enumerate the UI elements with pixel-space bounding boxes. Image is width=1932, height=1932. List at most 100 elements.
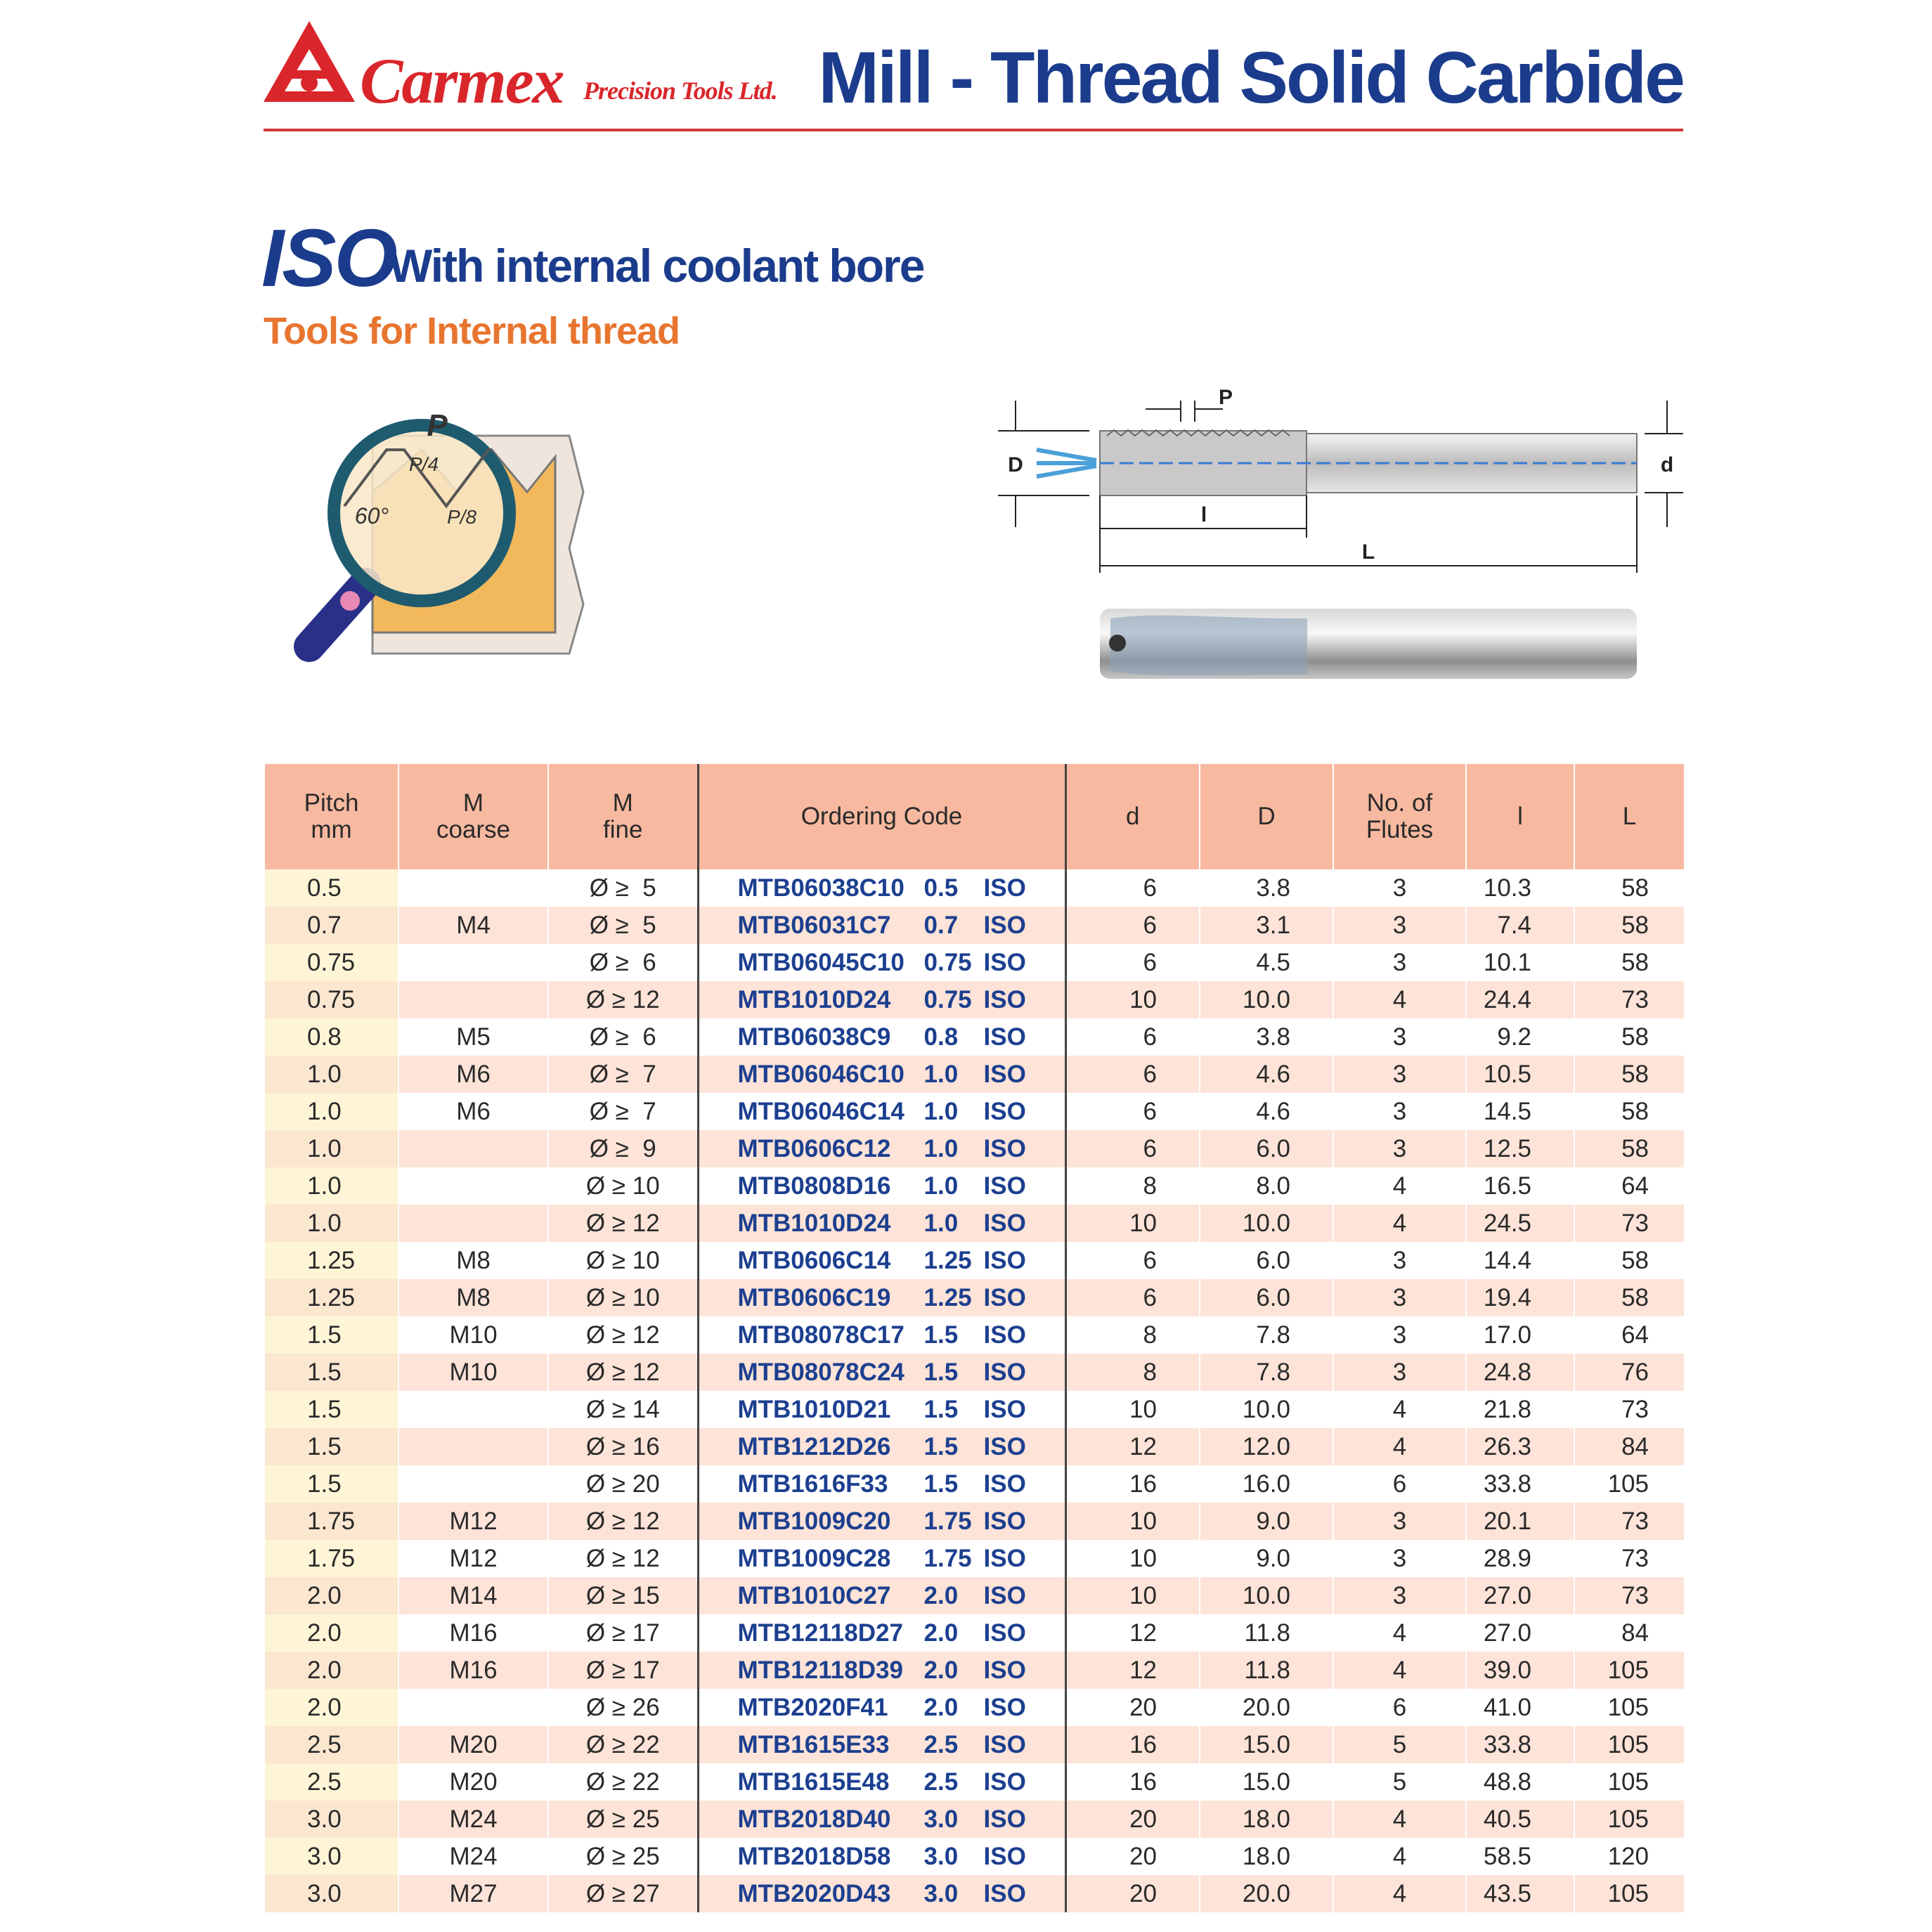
- l-cell: 40.5: [1465, 1801, 1574, 1838]
- tool-label: l: [1201, 503, 1207, 526]
- D-cell: 6.0: [1199, 1279, 1333, 1316]
- L-cell: 58: [1574, 1056, 1684, 1093]
- ordering-code-cell: MTB1212D26 1.5 ISO: [696, 1428, 1065, 1465]
- standard: ISO: [983, 1507, 1026, 1535]
- D-cell: 20.0: [1199, 1875, 1333, 1912]
- m-fine-cell: Ø ≥ 6: [547, 1018, 698, 1056]
- code-pitch: 1.5: [923, 1395, 959, 1423]
- l-cell: 48.8: [1465, 1763, 1574, 1801]
- d-cell: 16: [1064, 1465, 1200, 1503]
- ordering-code: MTB1010C27: [737, 1581, 891, 1609]
- D-cell: 11.8: [1199, 1652, 1333, 1689]
- m-fine-cell: Ø ≥ 27: [547, 1875, 698, 1912]
- l-cell: 33.8: [1465, 1726, 1574, 1763]
- d-cell: 10: [1064, 1391, 1200, 1428]
- standard: ISO: [983, 1805, 1026, 1833]
- m-coarse-cell: M5: [398, 1018, 548, 1056]
- ordering-code-cell: MTB2020F41 2.0 ISO: [696, 1689, 1065, 1726]
- pitch-cell: 0.75: [264, 944, 398, 981]
- table-row: 2.5 M20 Ø ≥ 22 MTB1615E33 2.5 ISO 16 15.0 5 33.8 1…: [264, 1726, 1684, 1763]
- d-cell: 6: [1064, 944, 1200, 981]
- m-coarse-cell: M24: [398, 1838, 548, 1875]
- standard: ISO: [983, 948, 1026, 976]
- table-body: 0.5 Ø ≥ 5 MTB06038C10 0.5 ISO 6 3.8 3 10.3 58 0.7 M…: [264, 869, 1684, 1912]
- l-cell: 27.0: [1465, 1577, 1574, 1614]
- flutes-cell: 4: [1333, 1428, 1466, 1465]
- L-cell: 58: [1574, 1018, 1684, 1056]
- standard: ISO: [983, 1060, 1026, 1088]
- illustrations: P P/4 60° P/8: [264, 21, 1683, 679]
- L-cell: 76: [1574, 1354, 1684, 1391]
- ordering-code: MTB06038C10: [737, 874, 905, 902]
- table-row: 1.0 M6 Ø ≥ 7 MTB06046C14 1.0 ISO 6 4.6 3 14.5 58: [264, 1093, 1684, 1130]
- code-pitch: 0.7: [923, 911, 959, 939]
- flutes-cell: 3: [1333, 1316, 1466, 1354]
- l-cell: 10.3: [1465, 869, 1574, 907]
- standard: ISO: [983, 1544, 1026, 1572]
- D-cell: 12.0: [1199, 1428, 1333, 1465]
- ordering-code-cell: MTB1615E48 2.5 ISO: [696, 1763, 1065, 1801]
- m-coarse-cell: M14: [398, 1577, 548, 1614]
- table-row: 3.0 M24 Ø ≥ 25 MTB2018D58 3.0 ISO 20 18.0 4 58.5 1…: [264, 1838, 1684, 1875]
- standard: ISO: [983, 1693, 1026, 1721]
- m-fine-cell: Ø ≥ 26: [547, 1689, 698, 1726]
- d-cell: 16: [1064, 1763, 1200, 1801]
- tool-label: L: [1362, 540, 1375, 564]
- d-cell: 6: [1064, 907, 1200, 944]
- l-cell: 16.5: [1465, 1167, 1574, 1205]
- m-coarse-cell: M6: [398, 1093, 548, 1130]
- ordering-code-cell: MTB06038C9 0.8 ISO: [696, 1018, 1065, 1056]
- m-coarse-cell: M10: [398, 1354, 548, 1391]
- flutes-cell: 4: [1333, 1614, 1466, 1652]
- D-cell: 9.0: [1199, 1540, 1333, 1577]
- D-cell: 7.8: [1199, 1354, 1333, 1391]
- d-cell: 10: [1064, 981, 1200, 1018]
- L-cell: 84: [1574, 1614, 1684, 1652]
- pitch-cell: 1.25: [264, 1279, 398, 1316]
- flutes-cell: 3: [1333, 1018, 1466, 1056]
- L-cell: 105: [1574, 1465, 1684, 1503]
- pitch-cell: 2.5: [264, 1763, 398, 1801]
- column-header: l: [1465, 764, 1574, 869]
- ordering-code-cell: MTB08078C24 1.5 ISO: [696, 1354, 1065, 1391]
- l-cell: 12.5: [1465, 1130, 1574, 1167]
- table-row: 1.25 M8 Ø ≥ 10 MTB0606C14 1.25 ISO 6 6.0 3 14.4 58: [264, 1242, 1684, 1279]
- table-row: 0.5 Ø ≥ 5 MTB06038C10 0.5 ISO 6 3.8 3 10.3 58: [264, 869, 1684, 907]
- thread-label: P/8: [447, 506, 476, 528]
- code-pitch: 3.0: [923, 1879, 959, 1907]
- L-cell: 58: [1574, 1093, 1684, 1130]
- brand: Carmex: [360, 45, 565, 117]
- code-pitch: 2.0: [923, 1693, 959, 1721]
- m-coarse-cell: [398, 869, 548, 907]
- ordering-code: MTB08078C24: [737, 1358, 905, 1386]
- m-coarse-cell: [398, 1167, 548, 1205]
- code-pitch: 1.5: [923, 1358, 959, 1386]
- m-coarse-cell: M24: [398, 1801, 548, 1838]
- flutes-cell: 4: [1333, 1205, 1466, 1242]
- L-cell: 73: [1574, 1391, 1684, 1428]
- m-coarse-cell: M20: [398, 1726, 548, 1763]
- column-header: Ordering Code: [696, 764, 1065, 869]
- d-cell: 8: [1064, 1354, 1200, 1391]
- column-header: M fine: [547, 764, 698, 869]
- d-cell: 20: [1064, 1801, 1200, 1838]
- ordering-code: MTB06046C10: [737, 1060, 905, 1088]
- m-fine-cell: Ø ≥ 20: [547, 1465, 698, 1503]
- table-row: 1.0 Ø ≥ 12 MTB1010D24 1.0 ISO 10 10.0 4 24.5 73: [264, 1205, 1684, 1242]
- ordering-code-cell: MTB06031C7 0.7 ISO: [696, 907, 1065, 944]
- ordering-code: MTB1009C28: [737, 1544, 891, 1572]
- ordering-code: MTB06038C9: [737, 1023, 891, 1051]
- flutes-cell: 5: [1333, 1763, 1466, 1801]
- code-pitch: 3.0: [923, 1842, 959, 1870]
- code-pitch: 2.0: [923, 1619, 959, 1647]
- d-cell: 6: [1064, 1279, 1200, 1316]
- code-pitch: 0.8: [923, 1023, 959, 1051]
- page-title: Mill - Thread Solid Carbide: [818, 37, 1685, 119]
- d-cell: 6: [1064, 1093, 1200, 1130]
- code-pitch: 2.5: [923, 1730, 959, 1758]
- column-header: No. of Flutes: [1333, 764, 1466, 869]
- l-cell: 14.4: [1465, 1242, 1574, 1279]
- ordering-code: MTB1615E33: [737, 1730, 890, 1758]
- D-cell: 15.0: [1199, 1726, 1333, 1763]
- d-cell: 6: [1064, 1056, 1200, 1093]
